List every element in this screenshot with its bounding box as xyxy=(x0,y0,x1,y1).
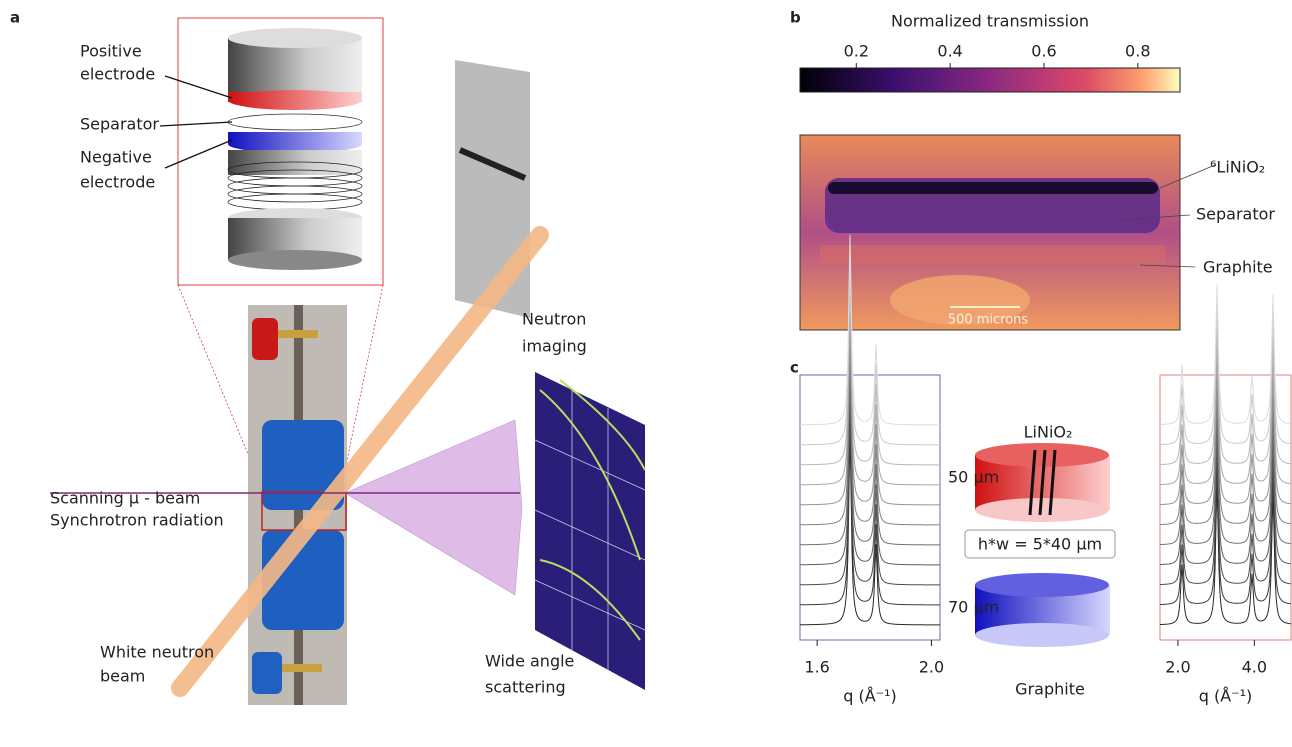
scale-bar-label: 500 microns xyxy=(948,313,1029,328)
label: 70 µm xyxy=(948,598,999,617)
label: electrode xyxy=(80,173,155,192)
label: Neutron xyxy=(522,310,586,329)
label: Synchrotron radiation xyxy=(50,511,224,530)
tick-label: 0.4 xyxy=(937,42,962,61)
label: Negative xyxy=(80,148,152,167)
annotation: Separator xyxy=(1196,205,1275,224)
label: Scanning μ - beam xyxy=(50,489,200,508)
plot-frame xyxy=(800,375,940,640)
label: scattering xyxy=(485,678,566,697)
tick-label: 1.6 xyxy=(804,658,829,677)
annotation: ⁶LiNiO₂ xyxy=(1210,158,1265,177)
label: 50 µm xyxy=(948,468,999,487)
tick-label: 2.0 xyxy=(919,658,944,677)
tick-label: 4.0 xyxy=(1242,658,1267,677)
figure: a Positive electrode Separator Negative … xyxy=(0,0,1292,747)
label: h*w = 5*40 µm xyxy=(978,535,1102,554)
label: Wide angle xyxy=(485,652,574,671)
axis-label: q (Å⁻¹) xyxy=(1199,687,1253,706)
tick-label: 0.8 xyxy=(1125,42,1150,61)
tick-label: 0.6 xyxy=(1031,42,1056,61)
annotation: Graphite xyxy=(1203,258,1273,277)
neutron-image xyxy=(455,60,530,318)
tick-label: 0.2 xyxy=(844,42,869,61)
colorbar xyxy=(800,68,1180,92)
label: Positive xyxy=(80,42,142,61)
label: electrode xyxy=(80,65,155,84)
transmission-image xyxy=(800,135,1180,330)
label: beam xyxy=(100,667,145,686)
tick-label: 2.0 xyxy=(1165,658,1190,677)
panel-label: b xyxy=(790,9,801,27)
panel-label: c xyxy=(790,359,799,377)
label: imaging xyxy=(522,337,587,356)
colorbar-title: Normalized transmission xyxy=(891,12,1089,31)
panel-label: a xyxy=(10,9,20,27)
detector xyxy=(535,372,645,690)
label: Separator xyxy=(80,115,159,134)
label: Graphite xyxy=(1015,680,1085,699)
label: LiNiO₂ xyxy=(1024,423,1073,442)
axis-label: q (Å⁻¹) xyxy=(843,687,897,706)
label: White neutron xyxy=(100,643,214,662)
